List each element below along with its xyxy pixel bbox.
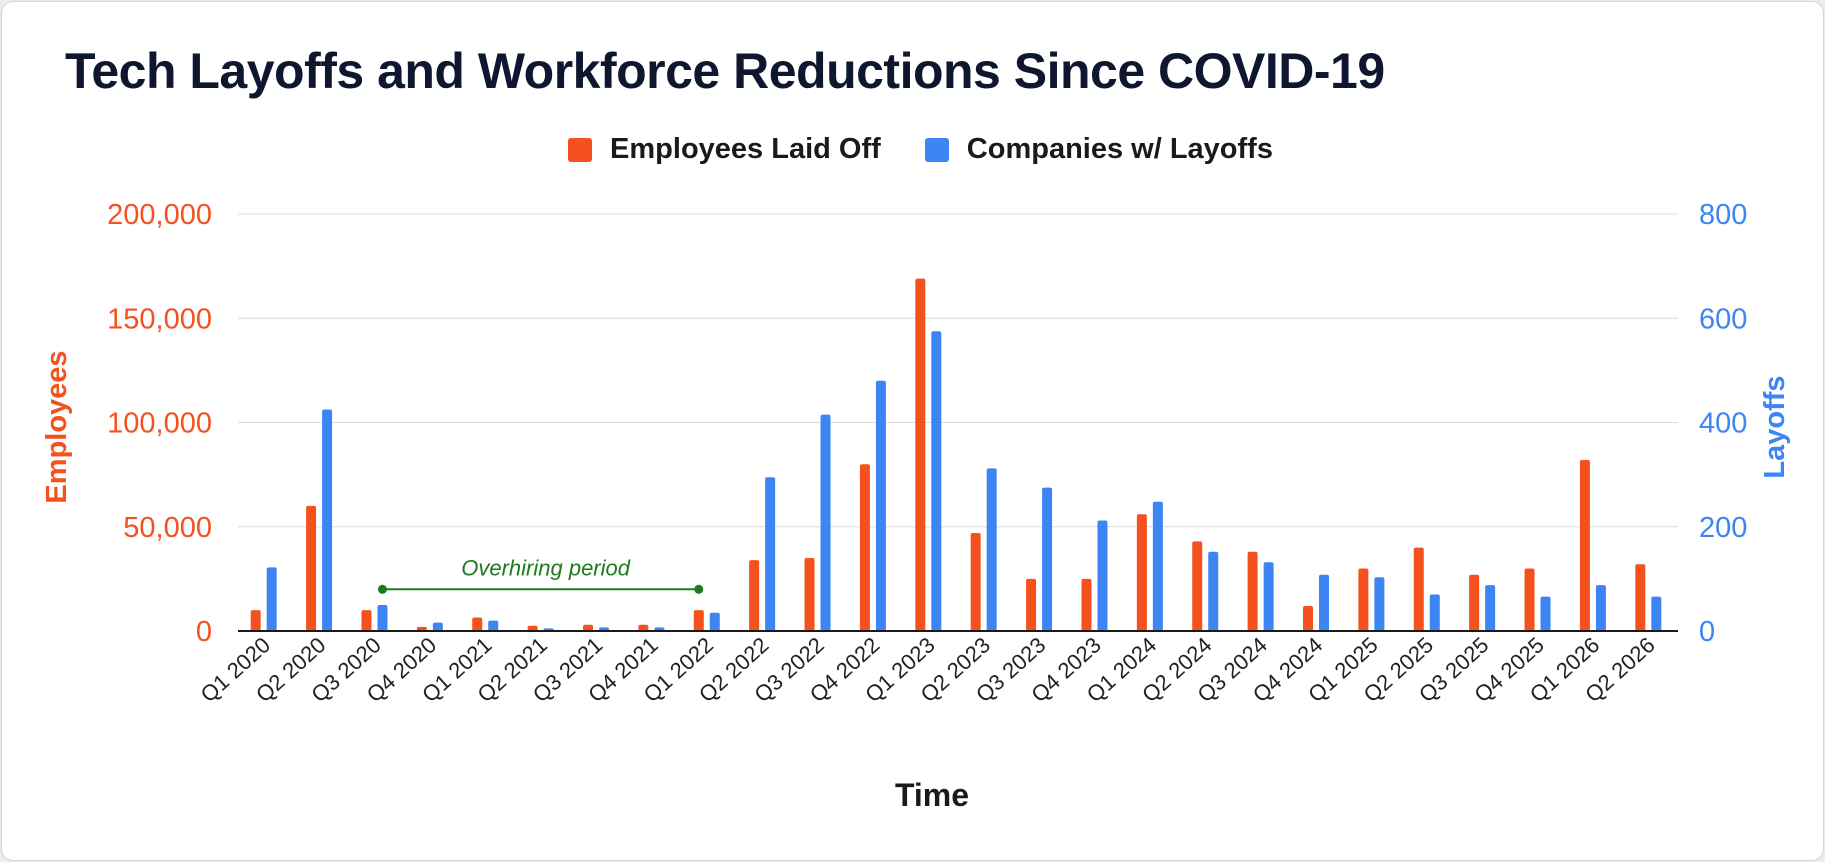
bar-companies xyxy=(266,567,277,631)
bar-companies xyxy=(709,612,720,631)
bar-employees xyxy=(970,533,981,631)
y-tick-right: 200 xyxy=(1699,512,1747,544)
bar-employees xyxy=(749,560,760,631)
bar-companies xyxy=(931,331,942,631)
bar-employees xyxy=(1303,605,1313,631)
bar-employees xyxy=(1579,460,1590,631)
y-tick-left: 100,000 xyxy=(107,408,212,440)
legend-swatch-companies xyxy=(924,137,949,162)
bar-employees xyxy=(416,626,427,631)
legend-label-employees: Employees Laid Off xyxy=(610,133,881,165)
annotation-label: Overhiring period xyxy=(461,555,631,580)
y-tick-left: 0 xyxy=(196,616,212,648)
bar-employees xyxy=(638,624,649,631)
bar-companies xyxy=(322,409,333,631)
bar-employees xyxy=(583,624,593,631)
bar-employees xyxy=(915,278,926,631)
bar-companies xyxy=(1374,577,1385,631)
annotation-dot xyxy=(377,584,387,594)
bar-companies xyxy=(1485,585,1496,631)
y-tick-right: 400 xyxy=(1699,408,1747,440)
y-tick-right: 800 xyxy=(1699,199,1747,231)
bar-employees xyxy=(250,610,261,631)
bar-employees xyxy=(1026,578,1037,631)
bar-companies xyxy=(1429,594,1440,631)
bar-companies xyxy=(820,414,831,631)
bar-employees xyxy=(1136,514,1147,631)
bar-employees xyxy=(472,617,483,631)
x-axis-title: Time xyxy=(895,777,969,813)
y-tick-left: 150,000 xyxy=(107,303,212,335)
legend-swatch-employees xyxy=(568,137,593,162)
bar-employees xyxy=(1081,578,1092,631)
bar-employees xyxy=(527,625,538,631)
bar-companies xyxy=(1152,501,1163,631)
bar-employees xyxy=(859,464,870,631)
bar-employees xyxy=(804,558,815,631)
bar-companies xyxy=(1651,596,1662,631)
bar-companies xyxy=(488,620,499,631)
bar-companies xyxy=(986,468,997,631)
bar-companies xyxy=(1263,562,1274,631)
annotation-dot xyxy=(694,584,704,594)
bar-employees xyxy=(1192,541,1203,631)
y-tick-left: 200,000 xyxy=(107,199,212,231)
bar-companies xyxy=(377,604,388,631)
bar-companies xyxy=(1042,487,1053,631)
bar-companies xyxy=(1208,551,1219,631)
bar-companies xyxy=(765,477,776,631)
bar-companies xyxy=(1540,596,1551,631)
y-tick-right: 0 xyxy=(1699,616,1715,648)
chart-title: Tech Layoffs and Workforce Reductions Si… xyxy=(65,43,1385,99)
bar-companies xyxy=(1097,520,1108,631)
bar-employees xyxy=(361,610,372,631)
bar-employees xyxy=(1635,564,1646,631)
bar-employees xyxy=(1413,547,1424,631)
bar-employees xyxy=(1247,551,1258,631)
bar-employees xyxy=(1358,568,1369,631)
bar-employees xyxy=(306,505,317,631)
bar-companies xyxy=(1319,574,1329,631)
y-tick-left: 50,000 xyxy=(123,512,212,544)
legend-item-employees[interactable]: Employees Laid Off xyxy=(568,133,881,166)
y-axis-title-left: Employees xyxy=(41,350,73,503)
y-axis-title-right: Layoffs xyxy=(1759,375,1791,478)
bar-companies xyxy=(875,380,886,631)
legend: Employees Laid Off Companies w/ Layoffs xyxy=(10,133,1823,166)
legend-label-companies: Companies w/ Layoffs xyxy=(966,133,1273,165)
bar-employees xyxy=(1524,568,1535,631)
bar-employees xyxy=(693,610,704,631)
bar-employees xyxy=(1469,574,1480,631)
bar-companies xyxy=(432,622,443,631)
bar-companies xyxy=(1595,585,1606,631)
y-tick-right: 600 xyxy=(1699,303,1747,335)
legend-item-companies[interactable]: Companies w/ Layoffs xyxy=(924,133,1273,166)
